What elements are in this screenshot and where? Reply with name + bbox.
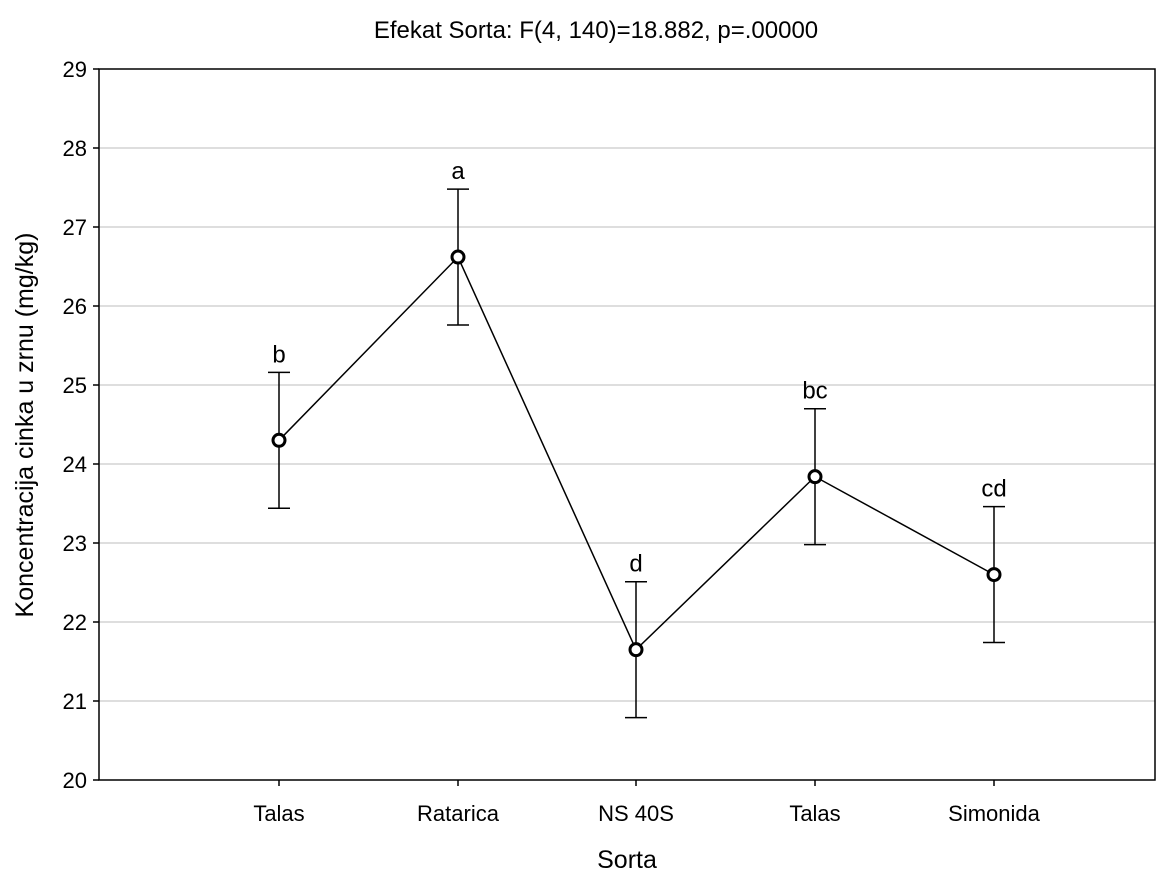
y-tick-label: 24 [63, 452, 87, 477]
y-tick-label: 22 [63, 610, 87, 635]
y-tick-label: 23 [63, 531, 87, 556]
chart-title: Efekat Sorta: F(4, 140)=18.882, p=.00000 [374, 17, 818, 44]
y-axis-ticks: 20 21 22 23 24 25 26 27 28 29 [63, 57, 99, 793]
significance-label: b [272, 341, 285, 368]
y-tick-label: 28 [63, 136, 87, 161]
gridlines [99, 147, 1155, 702]
y-tick-label: 29 [63, 57, 87, 82]
x-axis-ticks: Talas Ratarica NS 40S Talas Simonida [253, 780, 1041, 826]
data-point [628, 642, 644, 658]
data-point [271, 432, 287, 448]
x-tick-label: Ratarica [417, 801, 500, 826]
data-point [450, 249, 466, 265]
significance-label: d [629, 551, 642, 578]
series: b a d bc cd [268, 158, 1007, 719]
plot-frame [98, 68, 1156, 781]
x-tick-label: Simonida [948, 801, 1040, 826]
x-axis-label: Sorta [597, 846, 657, 873]
y-tick-label: 26 [63, 294, 87, 319]
x-tick-label: NS 40S [598, 801, 674, 826]
significance-label: a [451, 158, 465, 185]
data-point [807, 469, 823, 485]
data-point [986, 567, 1002, 583]
y-tick-label: 25 [63, 373, 87, 398]
axes [98, 68, 1156, 781]
y-tick-label: 21 [63, 689, 87, 714]
x-tick-label: Talas [789, 801, 840, 826]
x-tick-label: Talas [253, 801, 304, 826]
y-tick-label: 20 [63, 768, 87, 793]
y-axis-label: Koncentracija cinka u zrnu (mg/kg) [11, 233, 39, 618]
significance-label: bc [802, 378, 827, 405]
significance-label: cd [981, 476, 1006, 503]
y-tick-label: 27 [63, 215, 87, 240]
